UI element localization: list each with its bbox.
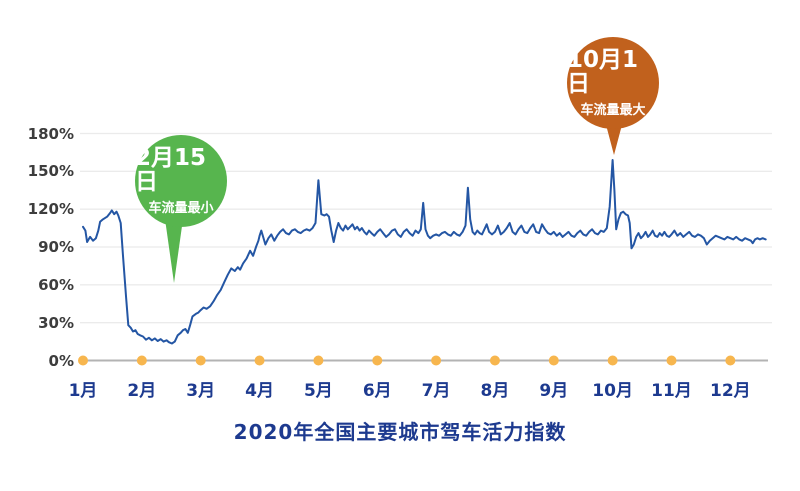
month-label-5: 5月 (303, 381, 333, 401)
month-label-10: 10月 (592, 381, 633, 401)
month-dot-11 (666, 355, 677, 366)
month-dot-8 (489, 355, 500, 366)
annotation-max-date: 10月1日 (567, 46, 639, 97)
month-label-8: 8月 (480, 381, 510, 401)
month-label-7: 7月 (421, 381, 451, 401)
month-label-1: 1月 (68, 381, 98, 401)
annotation-min-bubble: 2月15日 车流量最小 (135, 135, 227, 227)
annotation-max-pointer (605, 121, 623, 155)
month-label-9: 9月 (539, 381, 569, 401)
annotation-max-bubble: 10月1日 车流量最大 (567, 37, 659, 129)
annotation-min-label: 车流量最小 (148, 201, 214, 217)
month-dot-5 (313, 355, 324, 366)
chart-title: 2020年全国主要城市驾车活力指数 (233, 420, 567, 444)
month-dot-1 (78, 355, 88, 366)
y-tick-label-0: 0% (48, 351, 74, 370)
month-label-12: 12月 (710, 381, 751, 401)
y-tick-label-90: 90% (38, 238, 74, 256)
y-tick-label-180: 180% (27, 124, 74, 143)
month-dot-9 (548, 355, 559, 366)
annotation-min-pointer (165, 219, 183, 283)
month-dot-2 (136, 355, 147, 366)
annotation-min-date: 2月15日 (135, 144, 207, 195)
month-dot-3 (195, 355, 206, 366)
month-label-4: 4月 (245, 381, 274, 401)
y-tick-label-150: 150% (27, 162, 74, 181)
month-label-2: 2月 (127, 381, 157, 401)
month-dot-12 (725, 355, 736, 366)
month-dot-10 (607, 355, 618, 366)
month-label-11: 11月 (651, 381, 692, 401)
y-tick-label-120: 120% (27, 200, 74, 219)
month-dot-4 (254, 355, 265, 366)
month-label-6: 6月 (362, 381, 392, 401)
annotation-max-label: 车流量最大 (580, 103, 646, 119)
y-tick-label-60: 60% (38, 275, 74, 294)
index-line (82, 159, 767, 345)
annotation-min-traffic: 2月15日 车流量最小 (135, 135, 227, 283)
month-dot-6 (372, 355, 383, 366)
month-label-3: 3月 (186, 381, 216, 401)
month-dot-7 (431, 355, 442, 366)
annotation-max-traffic: 10月1日 车流量最大 (567, 37, 659, 155)
y-tick-label-30: 30% (38, 313, 74, 332)
